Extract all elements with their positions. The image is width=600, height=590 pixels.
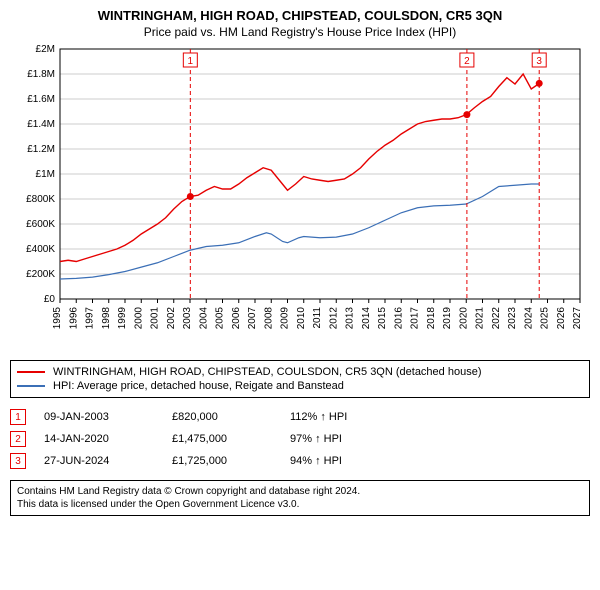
tx-hpi: 94% ↑ HPI — [290, 455, 390, 467]
transaction-row: 2 14-JAN-2020 £1,475,000 97% ↑ HPI — [10, 428, 590, 450]
svg-text:£400K: £400K — [26, 244, 55, 255]
svg-text:£0: £0 — [44, 294, 56, 305]
tx-date: 14-JAN-2020 — [44, 433, 154, 445]
tx-price: £820,000 — [172, 411, 272, 423]
svg-text:2016: 2016 — [393, 307, 404, 330]
page-subtitle: Price paid vs. HM Land Registry's House … — [10, 25, 590, 39]
legend: WINTRINGHAM, HIGH ROAD, CHIPSTEAD, COULS… — [10, 360, 590, 398]
tx-date: 27-JUN-2024 — [44, 455, 154, 467]
svg-text:2020: 2020 — [458, 307, 469, 330]
svg-text:2017: 2017 — [410, 307, 421, 330]
tx-hpi: 97% ↑ HPI — [290, 433, 390, 445]
svg-text:1996: 1996 — [68, 307, 79, 330]
svg-text:£800K: £800K — [26, 194, 55, 205]
tx-marker: 1 — [10, 409, 26, 425]
svg-text:1997: 1997 — [85, 307, 96, 330]
page-title: WINTRINGHAM, HIGH ROAD, CHIPSTEAD, COULS… — [10, 8, 590, 23]
transaction-table: 1 09-JAN-2003 £820,000 112% ↑ HPI 2 14-JAN-20… — [10, 406, 590, 472]
svg-text:2013: 2013 — [345, 307, 356, 330]
svg-text:2021: 2021 — [475, 307, 486, 330]
svg-text:2005: 2005 — [215, 307, 226, 330]
svg-text:2010: 2010 — [296, 307, 307, 330]
tx-date: 09-JAN-2003 — [44, 411, 154, 423]
footer-line-1: Contains HM Land Registry data © Crown c… — [17, 485, 583, 498]
svg-text:2009: 2009 — [280, 307, 291, 330]
chart-svg: £0 £200K £400K £600K £800K £1M £1.2M £1.4M £1.6M… — [10, 39, 590, 349]
svg-text:£1.2M: £1.2M — [27, 144, 55, 155]
footer-line-2: This data is licensed under the Open Gov… — [17, 498, 583, 511]
svg-text:£1.4M: £1.4M — [27, 119, 55, 130]
svg-text:2024: 2024 — [523, 307, 534, 330]
svg-text:2008: 2008 — [263, 307, 274, 330]
svg-text:2027: 2027 — [572, 307, 583, 330]
chart: £0 £200K £400K £600K £800K £1M £1.2M £1.4M £1.6M… — [10, 39, 590, 354]
legend-swatch — [17, 371, 45, 373]
svg-text:3: 3 — [536, 56, 542, 67]
svg-text:£200K: £200K — [26, 269, 55, 280]
svg-text:2026: 2026 — [556, 307, 567, 330]
svg-text:£1M: £1M — [36, 169, 55, 180]
svg-text:1: 1 — [188, 56, 194, 67]
svg-text:2004: 2004 — [198, 307, 209, 330]
svg-text:2: 2 — [464, 56, 470, 67]
tx-hpi: 112% ↑ HPI — [290, 411, 390, 423]
svg-text:£1.6M: £1.6M — [27, 94, 55, 105]
svg-text:£2M: £2M — [36, 44, 55, 55]
footer-attribution: Contains HM Land Registry data © Crown c… — [10, 480, 590, 516]
legend-row: HPI: Average price, detached house, Reig… — [17, 379, 583, 393]
svg-text:2003: 2003 — [182, 307, 193, 330]
svg-text:2000: 2000 — [133, 307, 144, 330]
legend-row: WINTRINGHAM, HIGH ROAD, CHIPSTEAD, COULS… — [17, 365, 583, 379]
svg-text:2011: 2011 — [312, 307, 323, 329]
svg-text:£600K: £600K — [26, 219, 55, 230]
svg-text:2012: 2012 — [328, 307, 339, 330]
svg-text:2001: 2001 — [150, 307, 161, 330]
legend-label: WINTRINGHAM, HIGH ROAD, CHIPSTEAD, COULS… — [53, 366, 481, 378]
svg-text:1995: 1995 — [52, 307, 63, 330]
svg-text:2002: 2002 — [166, 307, 177, 330]
legend-swatch — [17, 385, 45, 387]
svg-text:2007: 2007 — [247, 307, 258, 330]
legend-label: HPI: Average price, detached house, Reig… — [53, 380, 344, 392]
svg-text:£1.8M: £1.8M — [27, 69, 55, 80]
svg-text:2023: 2023 — [507, 307, 518, 330]
tx-marker: 2 — [10, 431, 26, 447]
svg-text:2019: 2019 — [442, 307, 453, 330]
svg-text:2025: 2025 — [540, 307, 551, 330]
svg-text:2022: 2022 — [491, 307, 502, 330]
tx-price: £1,725,000 — [172, 455, 272, 467]
tx-price: £1,475,000 — [172, 433, 272, 445]
tx-marker: 3 — [10, 453, 26, 469]
svg-text:1998: 1998 — [101, 307, 112, 330]
svg-text:2006: 2006 — [231, 307, 242, 330]
svg-text:2018: 2018 — [426, 307, 437, 330]
svg-text:2014: 2014 — [361, 307, 372, 330]
svg-text:2015: 2015 — [377, 307, 388, 330]
svg-text:1999: 1999 — [117, 307, 128, 330]
transaction-row: 1 09-JAN-2003 £820,000 112% ↑ HPI — [10, 406, 590, 428]
transaction-row: 3 27-JUN-2024 £1,725,000 94% ↑ HPI — [10, 450, 590, 472]
